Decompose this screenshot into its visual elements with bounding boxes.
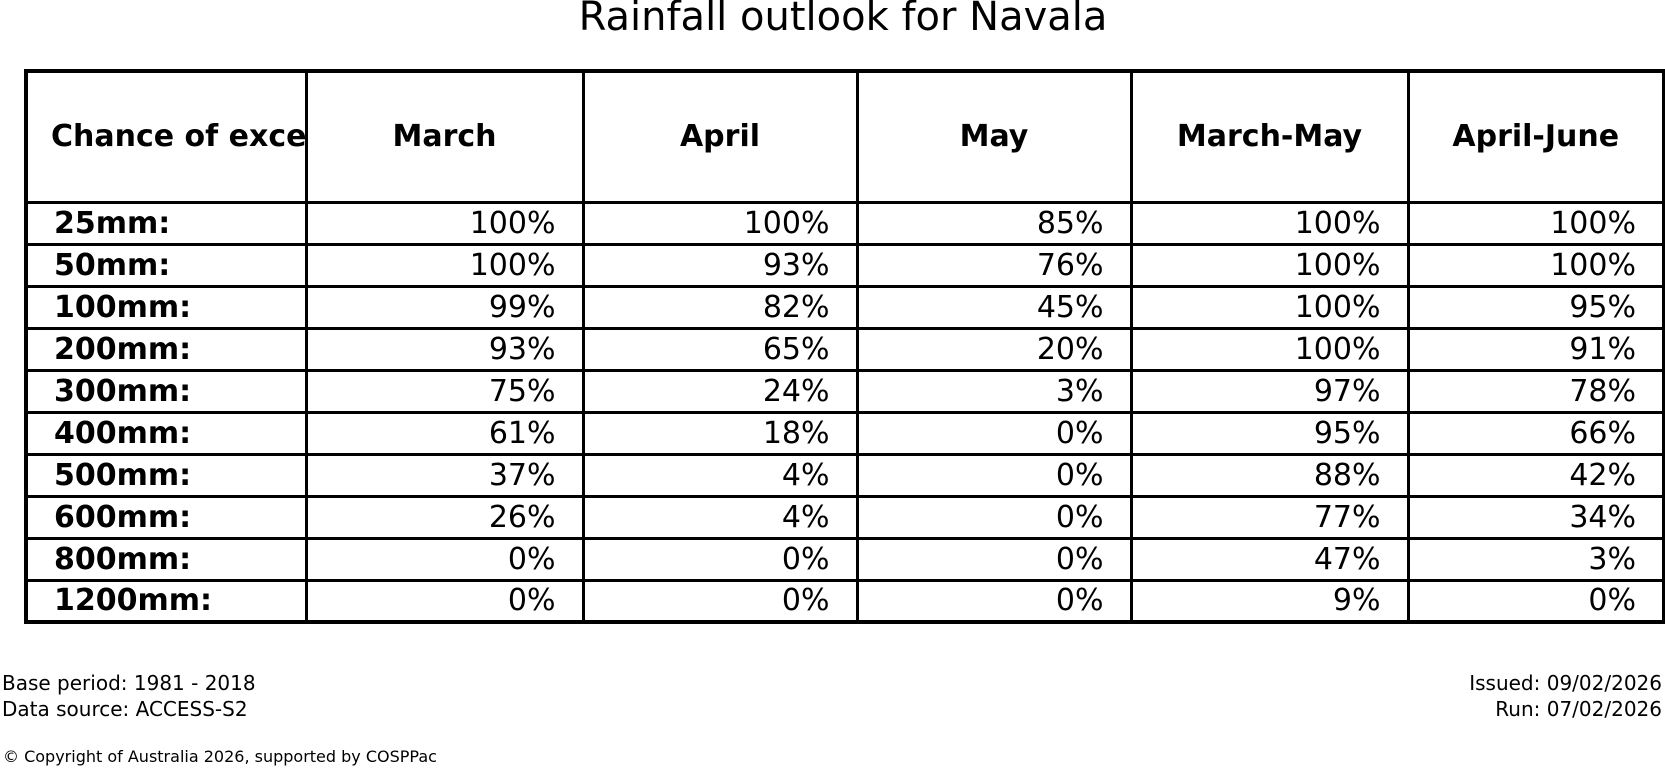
value-cell: 0% bbox=[855, 410, 1133, 456]
value-cell: 66% bbox=[1406, 410, 1665, 456]
threshold-label: 400mm: bbox=[24, 410, 308, 456]
value-cell: 91% bbox=[1406, 326, 1665, 372]
value-cell: 0% bbox=[1406, 578, 1665, 624]
column-header: April-June bbox=[1406, 69, 1665, 204]
table-row: 200mm: 93% 65% 20% 100% 91% bbox=[24, 326, 1665, 372]
value-cell: 20% bbox=[855, 326, 1133, 372]
value-cell: 4% bbox=[581, 452, 859, 498]
table-row: 400mm: 61% 18% 0% 95% 66% bbox=[24, 410, 1665, 456]
table-row: 1200mm: 0% 0% 0% 9% 0% bbox=[24, 578, 1665, 624]
value-cell: 100% bbox=[1406, 200, 1665, 246]
table-row: 600mm: 26% 4% 0% 77% 34% bbox=[24, 494, 1665, 540]
value-cell: 95% bbox=[1406, 284, 1665, 330]
issued-date-text: Issued: 09/02/2026 bbox=[1469, 671, 1662, 695]
threshold-label: 500mm: bbox=[24, 452, 308, 498]
value-cell: 100% bbox=[304, 200, 585, 246]
value-cell: 78% bbox=[1406, 368, 1665, 414]
value-cell: 100% bbox=[1129, 200, 1410, 246]
value-cell: 3% bbox=[1406, 536, 1665, 582]
table-row: 500mm: 37% 4% 0% 88% 42% bbox=[24, 452, 1665, 498]
threshold-label: 100mm: bbox=[24, 284, 308, 330]
table-row: 800mm: 0% 0% 0% 47% 3% bbox=[24, 536, 1665, 582]
value-cell: 65% bbox=[581, 326, 859, 372]
column-header: April bbox=[581, 69, 859, 204]
column-header: May bbox=[855, 69, 1133, 204]
threshold-label: 50mm: bbox=[24, 242, 308, 288]
run-date-text: Run: 07/02/2026 bbox=[1495, 697, 1662, 721]
value-cell: 0% bbox=[581, 536, 859, 582]
value-cell: 26% bbox=[304, 494, 585, 540]
footer-right: Issued: 09/02/2026 Run: 07/02/2026 bbox=[1469, 670, 1662, 722]
value-cell: 100% bbox=[304, 242, 585, 288]
table-row: 25mm: 100% 100% 85% 100% 100% bbox=[24, 200, 1665, 246]
value-cell: 100% bbox=[1129, 326, 1410, 372]
header-row: Chance of exceeding a threshold: MarchAp… bbox=[24, 69, 1665, 204]
value-cell: 100% bbox=[1129, 242, 1410, 288]
value-cell: 77% bbox=[1129, 494, 1410, 540]
value-cell: 0% bbox=[304, 578, 585, 624]
value-cell: 0% bbox=[304, 536, 585, 582]
value-cell: 45% bbox=[855, 284, 1133, 330]
threshold-label: 25mm: bbox=[24, 200, 308, 246]
value-cell: 99% bbox=[304, 284, 585, 330]
column-header: March bbox=[304, 69, 585, 204]
value-cell: 100% bbox=[1129, 284, 1410, 330]
value-cell: 37% bbox=[304, 452, 585, 498]
threshold-label: 1200mm: bbox=[24, 578, 308, 624]
value-cell: 100% bbox=[581, 200, 859, 246]
data-source-text: Data source: ACCESS-S2 bbox=[2, 697, 248, 721]
value-cell: 24% bbox=[581, 368, 859, 414]
value-cell: 61% bbox=[304, 410, 585, 456]
threshold-label: 200mm: bbox=[24, 326, 308, 372]
table-row: 50mm: 100% 93% 76% 100% 100% bbox=[24, 242, 1665, 288]
value-cell: 82% bbox=[581, 284, 859, 330]
value-cell: 34% bbox=[1406, 494, 1665, 540]
column-header: March-May bbox=[1129, 69, 1410, 204]
copyright-text: © Copyright of Australia 2026, supported… bbox=[3, 747, 437, 766]
footer-left: Base period: 1981 - 2018 Data source: AC… bbox=[2, 670, 256, 722]
value-cell: 9% bbox=[1129, 578, 1410, 624]
value-cell: 0% bbox=[855, 536, 1133, 582]
value-cell: 75% bbox=[304, 368, 585, 414]
value-cell: 0% bbox=[581, 578, 859, 624]
value-cell: 76% bbox=[855, 242, 1133, 288]
value-cell: 0% bbox=[855, 452, 1133, 498]
value-cell: 4% bbox=[581, 494, 859, 540]
table-row: 300mm: 75% 24% 3% 97% 78% bbox=[24, 368, 1665, 414]
threshold-label: 800mm: bbox=[24, 536, 308, 582]
value-cell: 42% bbox=[1406, 452, 1665, 498]
value-cell: 93% bbox=[304, 326, 585, 372]
value-cell: 18% bbox=[581, 410, 859, 456]
value-cell: 85% bbox=[855, 200, 1133, 246]
value-cell: 0% bbox=[855, 578, 1133, 624]
threshold-label: 600mm: bbox=[24, 494, 308, 540]
value-cell: 97% bbox=[1129, 368, 1410, 414]
value-cell: 93% bbox=[581, 242, 859, 288]
value-cell: 3% bbox=[855, 368, 1133, 414]
corner-header: Chance of exceeding a threshold: bbox=[24, 69, 308, 204]
page-title: Rainfall outlook for Navala bbox=[578, 0, 1108, 40]
value-cell: 47% bbox=[1129, 536, 1410, 582]
table-body: 25mm: 100% 100% 85% 100% 100% 50mm: 100% 93% 76% 1… bbox=[24, 200, 1665, 624]
threshold-label: 300mm: bbox=[24, 368, 308, 414]
rainfall-outlook-table: Chance of exceeding a threshold: MarchAp… bbox=[24, 69, 1665, 624]
table-row: 100mm: 99% 82% 45% 100% 95% bbox=[24, 284, 1665, 330]
value-cell: 88% bbox=[1129, 452, 1410, 498]
value-cell: 0% bbox=[855, 494, 1133, 540]
value-cell: 95% bbox=[1129, 410, 1410, 456]
base-period-text: Base period: 1981 - 2018 bbox=[2, 671, 256, 695]
value-cell: 100% bbox=[1406, 242, 1665, 288]
